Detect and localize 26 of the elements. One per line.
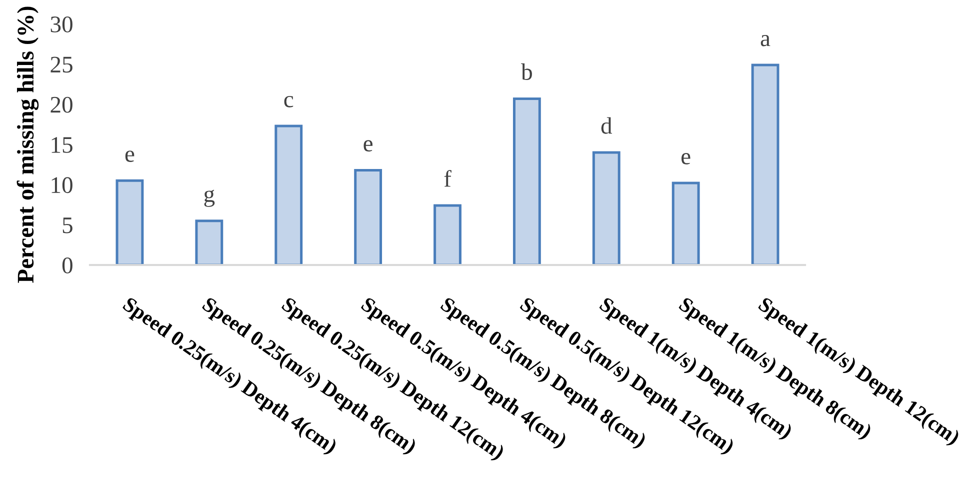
y-tick-label: 20 — [50, 96, 72, 113]
y-tick-label: 15 — [52, 137, 72, 153]
y-axis-title: Percent of missing hills (%) — [16, 6, 39, 283]
y-tick-label: 5 — [62, 218, 72, 234]
data-label: d — [601, 117, 612, 134]
data-label: e — [364, 140, 372, 152]
bar — [672, 182, 700, 265]
bar — [116, 179, 144, 265]
bar — [592, 151, 620, 265]
y-tick-label: 10 — [52, 177, 72, 194]
data-label: a — [760, 34, 770, 46]
data-label: e — [125, 150, 134, 162]
data-label: b — [521, 63, 532, 80]
bar — [274, 124, 303, 265]
data-label: e — [682, 153, 690, 164]
y-tick-label: 30 — [50, 16, 72, 32]
data-label: c — [284, 96, 294, 108]
bar — [195, 220, 224, 265]
bar — [512, 97, 541, 265]
bar — [354, 168, 382, 265]
data-label: g — [204, 190, 215, 207]
bar — [434, 204, 462, 265]
bar — [751, 64, 780, 265]
data-label: f — [444, 170, 452, 187]
y-tick-label: 25 — [50, 56, 72, 73]
y-tick-label: 0 — [62, 257, 72, 274]
